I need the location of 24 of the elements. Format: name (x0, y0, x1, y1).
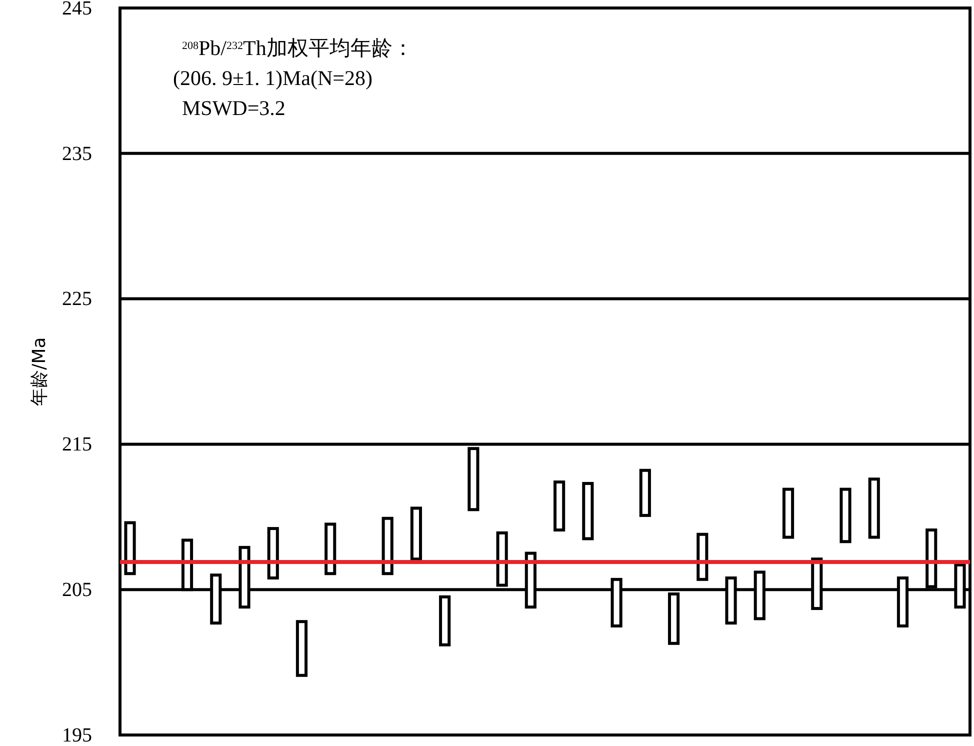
bar (382, 516, 394, 576)
y-tick-label: 195 (62, 724, 92, 746)
bar (439, 595, 451, 646)
bar (410, 506, 422, 561)
y-tick-label: 215 (62, 434, 92, 456)
bar (296, 620, 308, 677)
annotation: MSWD=3.2 (182, 96, 286, 120)
bar (582, 482, 594, 540)
bar (639, 468, 651, 517)
bar (124, 521, 136, 576)
y-tick-label: 245 (62, 0, 92, 20)
bar (696, 532, 708, 581)
bar (324, 522, 336, 576)
y-tick-label: 225 (62, 288, 92, 310)
y-axis-title: 年龄/Ma (29, 337, 50, 406)
bar (267, 527, 279, 580)
bar (782, 488, 794, 539)
bar (868, 478, 880, 539)
y-tick-label: 205 (62, 579, 92, 601)
y-tick-label: 235 (62, 142, 92, 165)
annotation: $^{208}$Pb/$^{232}$Th加权平均年龄： (182, 36, 414, 60)
bar (554, 480, 566, 532)
annotation: (206. 9±1. 1)Ma(N=28) (173, 66, 373, 90)
bar (840, 488, 852, 544)
